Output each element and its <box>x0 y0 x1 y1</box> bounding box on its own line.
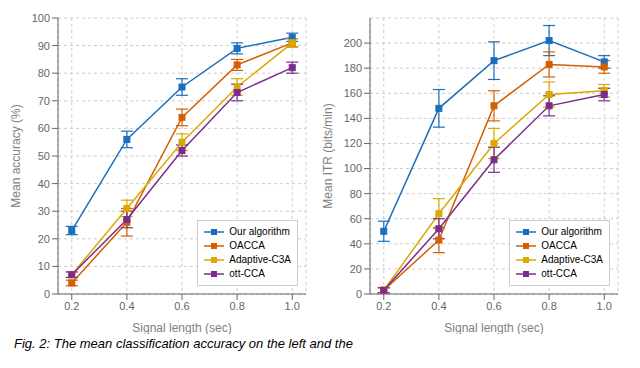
svg-text:0.2: 0.2 <box>64 300 79 312</box>
svg-text:0: 0 <box>356 288 362 300</box>
svg-text:0: 0 <box>44 288 50 300</box>
svg-text:0.6: 0.6 <box>174 300 189 312</box>
html-text:Adaptive-C3A: Adaptive-C3A <box>541 254 603 265</box>
svg-text:0.4: 0.4 <box>119 300 134 312</box>
svg-text:20: 20 <box>350 263 362 275</box>
svg-text:Mean ITR (bits/min): Mean ITR (bits/min) <box>321 103 335 208</box>
html-text:Fig. 2: The mean classificatio: Fig. 2: The mean classification accuracy… <box>14 336 353 351</box>
html-text:ott-CCA: ott-CCA <box>541 268 577 279</box>
html-text:Adaptive-C3A: Adaptive-C3A <box>229 254 291 265</box>
svg-text:Signal length (sec): Signal length (sec) <box>132 321 231 334</box>
svg-text:1.0: 1.0 <box>285 300 300 312</box>
svg-text:40: 40 <box>350 238 362 250</box>
svg-text:10: 10 <box>38 260 50 272</box>
svg-text:Mean accuracy (%): Mean accuracy (%) <box>9 104 23 207</box>
svg-text:180: 180 <box>344 62 362 74</box>
svg-text:Signal length (sec): Signal length (sec) <box>444 321 543 334</box>
html-text:OACCA: OACCA <box>229 240 265 251</box>
html-text:ott-CCA: ott-CCA <box>229 268 265 279</box>
svg-text:70: 70 <box>38 95 50 107</box>
svg-text:0.8: 0.8 <box>229 300 244 312</box>
svg-text:100: 100 <box>344 162 362 174</box>
svg-text:0.2: 0.2 <box>376 300 391 312</box>
svg-text:160: 160 <box>344 87 362 99</box>
svg-text:100: 100 <box>32 12 50 24</box>
svg-text:50: 50 <box>38 150 50 162</box>
svg-text:0.6: 0.6 <box>486 300 501 312</box>
svg-text:0.8: 0.8 <box>541 300 556 312</box>
svg-text:200: 200 <box>344 37 362 49</box>
html-text:Our algorithm: Our algorithm <box>229 226 290 237</box>
html-text:OACCA: OACCA <box>541 240 577 251</box>
svg-text:20: 20 <box>38 233 50 245</box>
svg-text:60: 60 <box>38 122 50 134</box>
svg-text:40: 40 <box>38 178 50 190</box>
svg-text:30: 30 <box>38 205 50 217</box>
svg-text:120: 120 <box>344 137 362 149</box>
svg-text:80: 80 <box>350 188 362 200</box>
svg-text:1.0: 1.0 <box>597 300 612 312</box>
svg-text:0.4: 0.4 <box>431 300 446 312</box>
svg-text:60: 60 <box>350 213 362 225</box>
html-text:Our algorithm: Our algorithm <box>541 226 602 237</box>
svg-text:140: 140 <box>344 112 362 124</box>
svg-text:80: 80 <box>38 67 50 79</box>
svg-text:90: 90 <box>38 40 50 52</box>
